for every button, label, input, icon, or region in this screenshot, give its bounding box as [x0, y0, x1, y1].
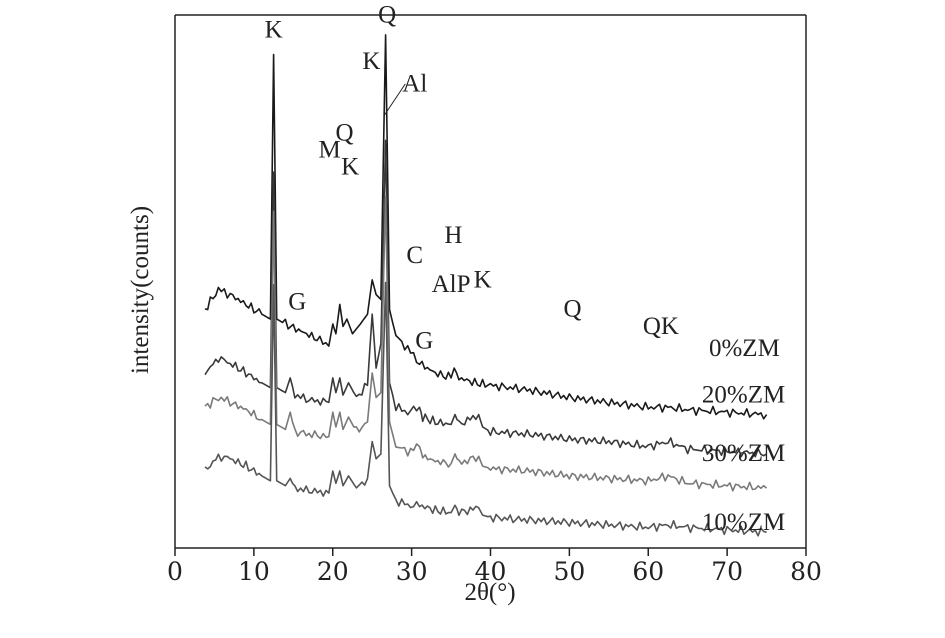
peak-label: G — [415, 328, 433, 355]
x-tick-label: 60 — [632, 557, 664, 586]
peak-label: Al — [402, 70, 427, 97]
x-ticks: 0 10 20 30 40 50 60 70 80 — [167, 548, 822, 586]
x-tick-label: 0 — [167, 557, 183, 586]
series-label: 10%ZM — [702, 509, 785, 536]
series-layer — [204, 34, 768, 537]
peak-label: K — [341, 154, 359, 181]
x-tick-label: 10 — [238, 557, 270, 586]
series-label: 0%ZM — [709, 335, 780, 362]
series-line-30pctzm — [204, 195, 768, 492]
x-axis-title: 2θ(°) — [464, 579, 515, 606]
series-labels: 0%ZM 20%ZM 30%ZM 10%ZM — [702, 335, 785, 536]
peak-label: K — [265, 16, 283, 43]
x-tick-label: 70 — [711, 557, 743, 586]
peak-label: H — [444, 222, 462, 249]
series-line-10pctzm — [204, 281, 767, 537]
peak-label: K — [474, 266, 492, 293]
x-tick-label: 30 — [396, 557, 428, 586]
peak-label: G — [288, 288, 306, 315]
series-line-0pctzm — [204, 34, 768, 420]
peak-label: M — [318, 136, 340, 163]
x-tick-label: 50 — [553, 557, 585, 586]
peak-label: K — [362, 48, 380, 75]
peak-label: QK — [643, 313, 679, 340]
peak-label: Q — [563, 296, 581, 323]
peak-label: AlP — [432, 271, 471, 298]
x-tick-label: 40 — [475, 557, 507, 586]
series-label: 30%ZM — [702, 440, 785, 467]
plot-frame — [174, 14, 807, 549]
x-tick-label: 80 — [790, 557, 822, 586]
series-line-20pctzm — [204, 139, 768, 458]
series-label: 20%ZM — [702, 381, 785, 408]
peak-label: Q — [378, 2, 396, 29]
x-tick-label: 20 — [317, 557, 349, 586]
peak-label: Q — [336, 119, 354, 146]
y-axis-title: intensity(counts) — [127, 206, 154, 374]
al-leader-line — [383, 83, 406, 117]
peak-label: C — [406, 242, 423, 269]
